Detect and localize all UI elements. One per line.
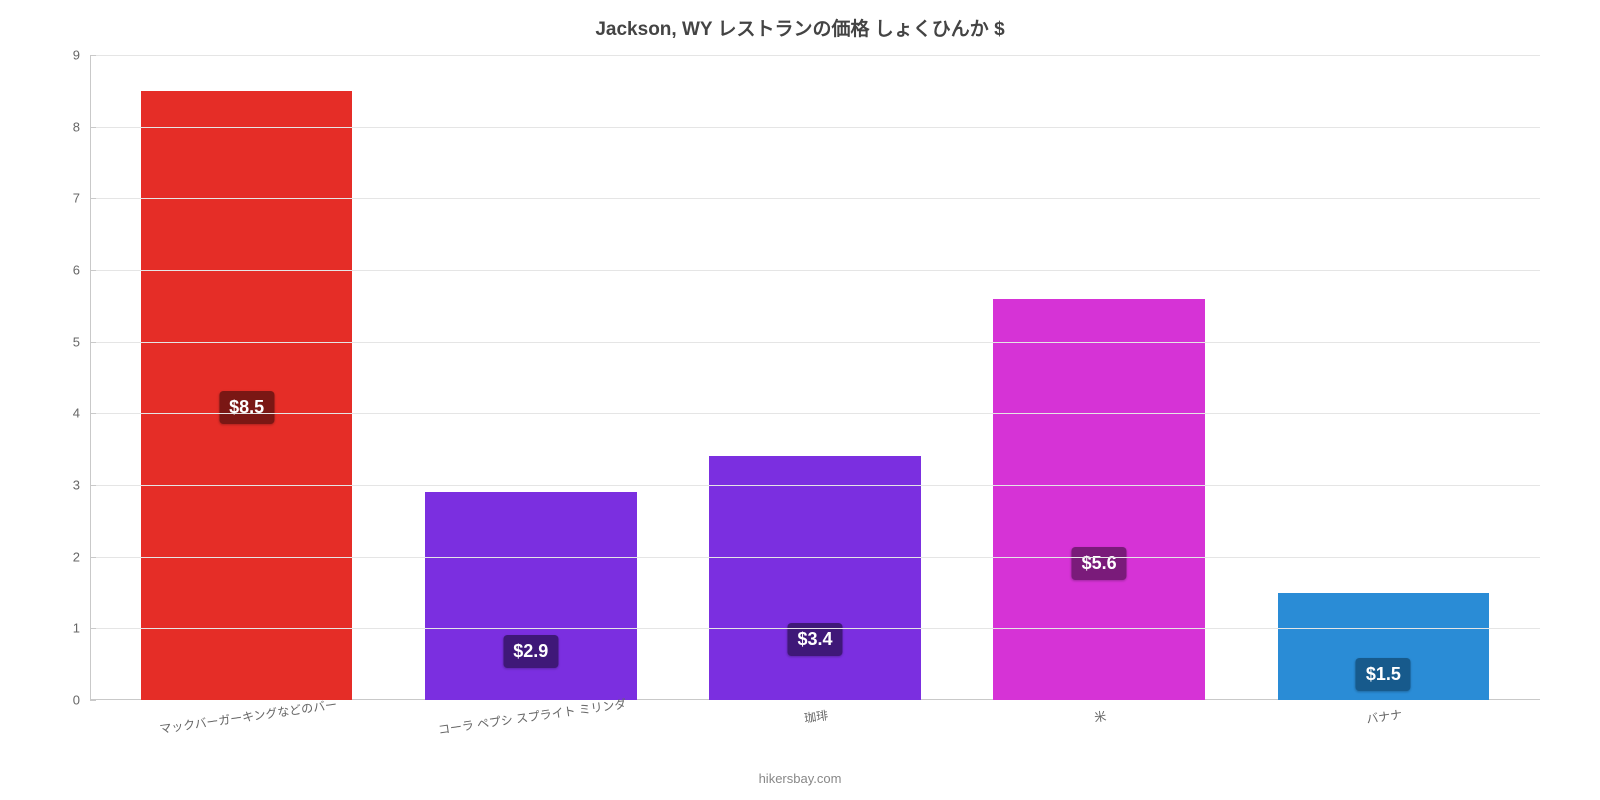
y-tick	[90, 342, 96, 343]
value-badge: $5.6	[1072, 547, 1127, 580]
value-badge: $2.9	[503, 635, 558, 668]
y-tick-label: 3	[73, 478, 90, 493]
plot-area: $8.5$2.9$3.4$5.6$1.5 0123456789マックバーガーキン…	[90, 55, 1540, 700]
y-tick	[90, 628, 96, 629]
x-tick-label: バナナ	[1366, 705, 1404, 727]
x-tick-label: マックバーガーキングなどのバー	[158, 696, 338, 738]
grid-line	[90, 557, 1540, 558]
chart-title: Jackson, WY レストランの価格 しょくひんか $	[0, 14, 1600, 41]
y-tick	[90, 485, 96, 486]
grid-line	[90, 485, 1540, 486]
bar: $5.6	[993, 299, 1205, 700]
bar: $2.9	[425, 492, 637, 700]
y-tick-label: 9	[73, 48, 90, 63]
y-tick-label: 6	[73, 263, 90, 278]
y-tick	[90, 127, 96, 128]
y-tick	[90, 557, 96, 558]
bars-layer: $8.5 $2.9 $3.4 $5.6 $1.5	[90, 55, 1540, 700]
value-badge: $1.5	[1356, 658, 1411, 691]
y-tick-label: 2	[73, 549, 90, 564]
y-tick-label: 1	[73, 621, 90, 636]
y-tick-label: 5	[73, 334, 90, 349]
grid-line	[90, 628, 1540, 629]
bar: $3.4	[709, 456, 921, 700]
grid-line	[90, 270, 1540, 271]
x-tick-label: 珈琲	[803, 706, 829, 726]
attribution-text: hikersbay.com	[0, 771, 1600, 786]
y-tick-label: 7	[73, 191, 90, 206]
chart-container: Jackson, WY レストランの価格 しょくひんか $ $8.5 $2.9 $3…	[0, 0, 1600, 800]
y-tick	[90, 700, 96, 701]
grid-line	[90, 198, 1540, 199]
grid-line	[90, 342, 1540, 343]
y-tick	[90, 413, 96, 414]
y-tick	[90, 55, 96, 56]
bar: $1.5	[1278, 593, 1490, 701]
y-tick-label: 0	[73, 693, 90, 708]
y-tick-label: 4	[73, 406, 90, 421]
grid-line	[90, 55, 1540, 56]
value-badge: $8.5	[219, 391, 274, 424]
x-tick-label: コーラ ペプシ スプライト ミリンダ	[437, 695, 628, 738]
grid-line	[90, 127, 1540, 128]
y-tick	[90, 198, 96, 199]
y-tick-label: 8	[73, 119, 90, 134]
x-tick-label: 米	[1093, 707, 1107, 726]
y-tick	[90, 270, 96, 271]
bar: $8.5	[141, 91, 353, 700]
grid-line	[90, 413, 1540, 414]
